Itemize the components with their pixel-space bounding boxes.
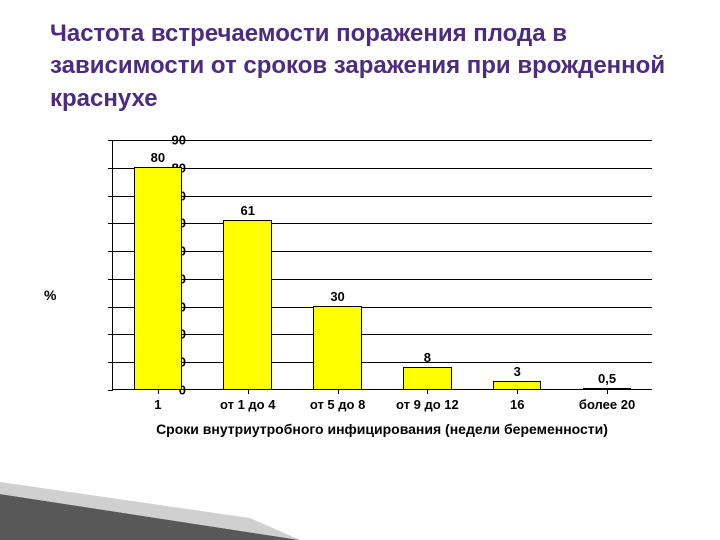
bar-slot: 801 (113, 140, 203, 389)
xtick-mark (158, 389, 159, 394)
bar: 8 (403, 367, 452, 389)
bar-slot: 8от 9 до 12 (382, 140, 472, 389)
bar-slot: 316 (472, 140, 562, 389)
xtick-mark (517, 389, 518, 394)
ytick-mark (108, 390, 113, 391)
corner-decoration (0, 460, 300, 540)
x-axis-label: Сроки внутриутробного инфицирования (нед… (112, 420, 652, 438)
bar-slot: 30от 5 до 8 (293, 140, 383, 389)
y-axis-label: % (44, 287, 56, 303)
bar-value-label: 30 (330, 289, 344, 304)
xtick-mark (607, 389, 608, 394)
bars-container: 80161от 1 до 430от 5 до 88от 9 до 123160… (113, 140, 652, 389)
bar: 61 (223, 220, 272, 389)
bar-slot: 0,5более 20 (562, 140, 652, 389)
xtick-mark (338, 389, 339, 394)
xtick-label: 1 (154, 397, 161, 412)
page-title: Частота встречаемости поражения плода в … (50, 18, 670, 115)
bar-value-label: 80 (151, 150, 165, 165)
bar-value-label: 8 (424, 350, 431, 365)
xtick-label: от 5 до 8 (310, 397, 365, 412)
bar-value-label: 3 (514, 364, 521, 379)
xtick-label: от 9 до 12 (396, 397, 459, 412)
bar-value-label: 0,5 (598, 371, 616, 386)
chart: % 80161от 1 до 430от 5 до 88от 9 до 1231… (50, 130, 670, 460)
bar: 30 (313, 306, 362, 389)
xtick-label: более 20 (579, 397, 635, 412)
bar-slot: 61от 1 до 4 (203, 140, 293, 389)
bar: 3 (493, 381, 542, 389)
bar: 80 (134, 167, 183, 389)
xtick-label: от 1 до 4 (220, 397, 275, 412)
bar-value-label: 61 (241, 203, 255, 218)
xtick-label: 16 (510, 397, 524, 412)
xtick-mark (248, 389, 249, 394)
xtick-mark (427, 389, 428, 394)
slide: Частота встречаемости поражения плода в … (0, 0, 720, 540)
plot-area: 80161от 1 до 430от 5 до 88от 9 до 123160… (112, 140, 652, 390)
